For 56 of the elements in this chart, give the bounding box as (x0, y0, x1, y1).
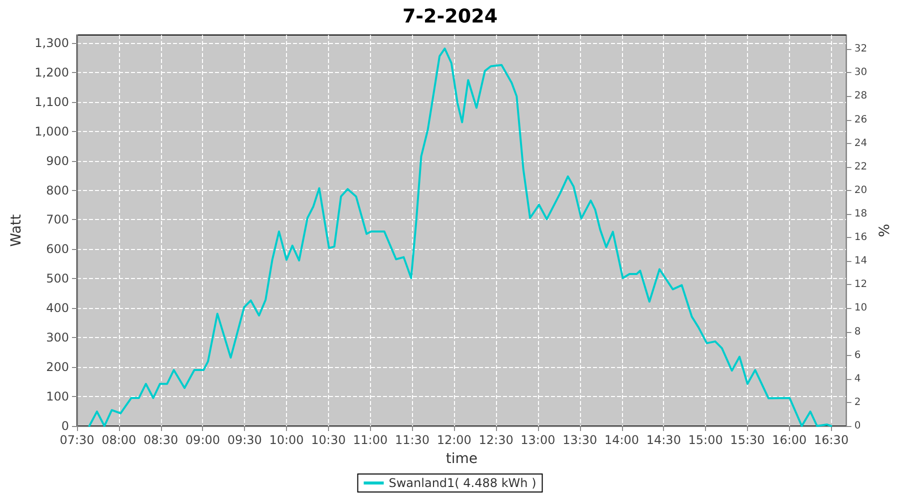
x-tick-label: 12:30 (478, 433, 514, 447)
chart-title: 7-2-2024 (402, 6, 498, 28)
legend-label: Swanland1( 4.488 kWh ) (388, 476, 536, 490)
x-tick-label: 10:30 (311, 433, 346, 447)
x-tick-label: 08:30 (144, 433, 178, 447)
y2-tick-label: 0 (854, 420, 861, 432)
x-tick-label: 08:00 (102, 433, 136, 447)
y2-tick-label: 12 (854, 279, 868, 290)
y2-tick-label: 8 (854, 326, 861, 338)
x-tick-label: 07:30 (60, 433, 94, 447)
y2-tick-label: 18 (854, 208, 868, 220)
x-tick-label: 13:00 (520, 433, 556, 447)
y-tick-label: 900 (46, 154, 69, 168)
x-tick-label: 12:00 (436, 433, 472, 447)
x-axis-title: time (446, 451, 478, 467)
x-tick-label: 14:00 (604, 433, 640, 447)
y-tick-label: 1,200 (34, 65, 69, 80)
x-tick-label: 15:30 (730, 433, 765, 447)
y2-tick-label: 28 (854, 90, 868, 102)
y2-axis-title: % (877, 224, 893, 238)
y2-tick-label: 26 (854, 114, 868, 126)
y2-tick-label: 22 (854, 161, 868, 172)
y-tick-label: 600 (46, 242, 69, 256)
y-tick-label: 1,300 (34, 36, 69, 50)
y2-tick-label: 4 (854, 373, 861, 384)
y2-tick-label: 10 (854, 302, 868, 314)
y-tick-label: 1,100 (34, 94, 69, 109)
x-tick-label: 13:30 (562, 433, 598, 447)
x-tick-label: 15:00 (688, 433, 723, 447)
y2-tick-label: 2 (854, 396, 861, 408)
y-axis-title: Watt (8, 214, 25, 247)
x-tick-label: 10:00 (269, 433, 304, 447)
y-tick-label: 400 (46, 301, 69, 316)
x-tick-label: 14:30 (646, 433, 681, 447)
x-tick-label: 09:30 (227, 433, 262, 447)
y-tick-label: 100 (46, 390, 69, 404)
y-tick-label: 500 (46, 272, 69, 286)
y-tick-label: 0 (61, 419, 69, 433)
y-tick-label: 200 (46, 360, 69, 374)
y2-tick-label: 14 (854, 256, 868, 267)
y2-tick-label: 16 (854, 232, 868, 244)
y-tick-label: 1,000 (34, 124, 69, 138)
y2-tick-label: 20 (854, 184, 868, 196)
y2-tick-label: 32 (854, 44, 868, 55)
x-tick-label: 16:30 (814, 433, 849, 447)
y-tick-label: 700 (46, 212, 69, 227)
line-series (88, 48, 832, 427)
x-tick-label: 09:00 (185, 433, 220, 447)
x-tick-label: 11:30 (394, 433, 430, 447)
y2-tick-label: 24 (854, 138, 868, 149)
y-tick-label: 800 (46, 183, 69, 198)
x-tick-label: 11:00 (353, 433, 388, 447)
x-tick-label: 16:00 (772, 433, 807, 447)
y2-tick-label: 6 (854, 350, 861, 361)
y2-tick-label: 30 (854, 67, 868, 78)
y-tick-label: 300 (46, 330, 69, 345)
